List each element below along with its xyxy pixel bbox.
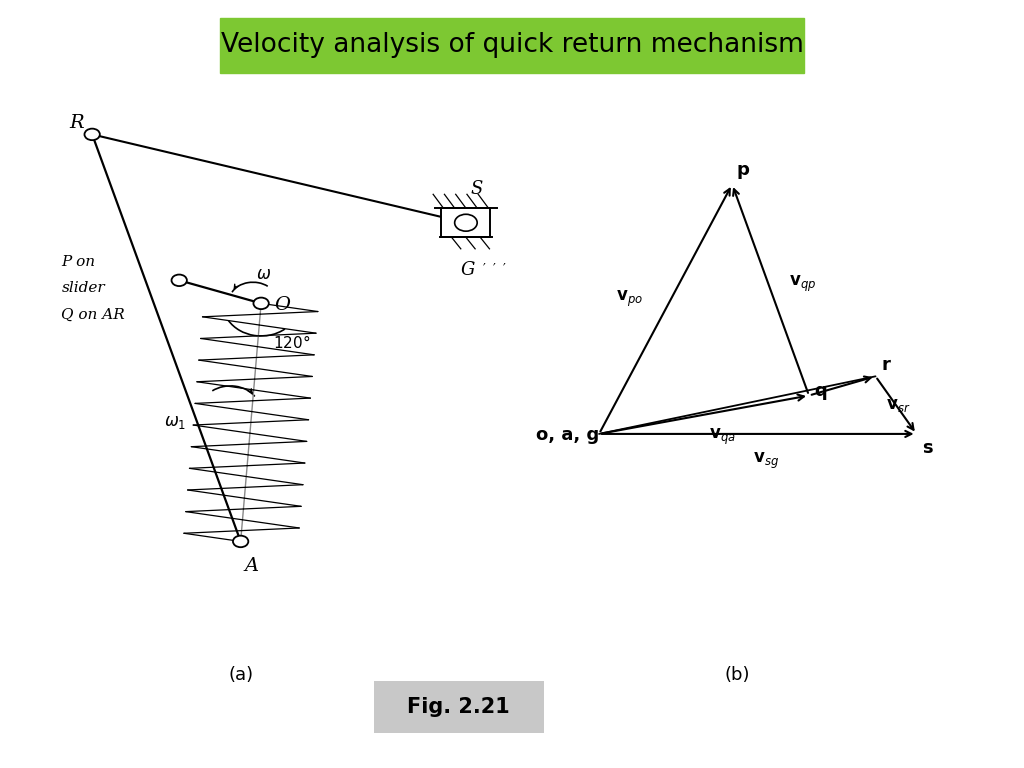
Text: ′: ′ [493,262,496,275]
Text: p: p [736,161,750,179]
Text: Fig. 2.21: Fig. 2.21 [408,697,510,717]
Text: ′: ′ [503,262,506,275]
Text: $\omega$: $\omega$ [256,266,271,283]
Text: (a): (a) [228,666,253,684]
Text: $\mathbf{v}_{po}$: $\mathbf{v}_{po}$ [616,290,643,310]
Text: Velocity analysis of quick return mechanism: Velocity analysis of quick return mechan… [220,32,804,58]
Text: $120°$: $120°$ [273,334,310,351]
Text: r: r [882,356,891,374]
Text: s: s [923,439,933,457]
Circle shape [254,298,268,310]
Circle shape [232,536,248,547]
FancyBboxPatch shape [220,18,804,73]
Circle shape [455,214,477,231]
Text: O: O [274,296,291,313]
Text: $\mathbf{v}_{sr}$: $\mathbf{v}_{sr}$ [886,397,910,414]
Text: S: S [470,180,482,197]
Text: q: q [814,382,826,399]
FancyBboxPatch shape [374,681,544,733]
FancyBboxPatch shape [441,208,490,237]
Text: ′: ′ [482,262,485,275]
Circle shape [84,129,100,141]
Text: $\mathbf{v}_{sg}$: $\mathbf{v}_{sg}$ [753,451,778,471]
Text: slider: slider [61,281,105,295]
Text: P on: P on [61,256,95,270]
Text: Q on AR: Q on AR [61,308,125,322]
Text: A: A [245,557,259,574]
Circle shape [171,275,186,286]
Text: G: G [461,261,475,279]
Text: R: R [70,114,84,132]
Text: o, a, g: o, a, g [536,426,599,444]
Text: $\mathbf{v}_{qp}$: $\mathbf{v}_{qp}$ [788,274,816,294]
Text: $\omega_1$: $\omega_1$ [164,414,186,432]
Text: $\mathbf{v}_{qa}$: $\mathbf{v}_{qa}$ [709,427,736,447]
Text: (b): (b) [725,666,750,684]
